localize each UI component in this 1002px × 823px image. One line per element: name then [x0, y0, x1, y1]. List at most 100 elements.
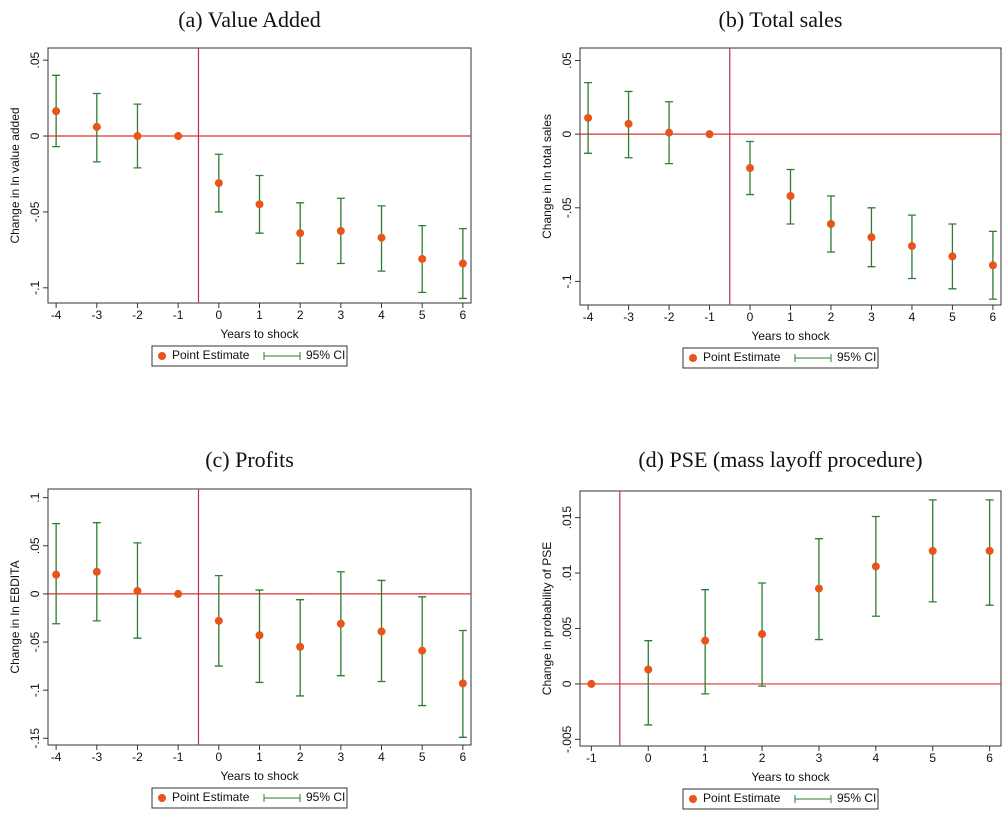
legend-label: Point Estimate [172, 790, 250, 804]
x-tick-label: 1 [256, 308, 263, 322]
x-tick-label: 0 [645, 751, 652, 765]
legend-label: 95% CI [306, 348, 345, 362]
y-tick-label: .05 [28, 51, 42, 68]
x-tick-label: -3 [623, 310, 634, 324]
x-tick-label: -4 [51, 308, 62, 322]
y-tick-label: 0 [560, 131, 574, 138]
legend-box [151, 787, 348, 809]
point-estimate [624, 119, 633, 128]
point-estimate [214, 179, 223, 188]
y-tick-label: -.15 [28, 728, 42, 749]
y-tick-label: .015 [560, 506, 574, 530]
point-estimate [988, 261, 997, 270]
point-estimate [871, 562, 880, 571]
x-axis-label: Years to shock [751, 770, 830, 784]
x-tick-label: 4 [909, 310, 916, 324]
y-axis-label: Change in probability of PSE [540, 542, 554, 695]
y-axis-label: Change in ln value added [8, 107, 22, 243]
y-tick-label: .01 [560, 564, 574, 581]
x-tick-label: -2 [132, 750, 143, 764]
x-tick-label: 4 [872, 751, 879, 765]
legend-marker [689, 354, 697, 362]
x-tick-label: 6 [460, 308, 467, 322]
x-axis-label: Years to shock [751, 329, 830, 343]
point-estimate [458, 679, 467, 688]
y-axis-label: Change in ln EBDITA [8, 560, 22, 673]
plot-frame [579, 490, 1002, 747]
x-tick-label: 5 [929, 751, 936, 765]
point-estimate [948, 252, 957, 261]
point-estimate [174, 132, 183, 141]
legend-marker [263, 352, 301, 360]
panel-title: (d) PSE (mass layoff procedure) [638, 447, 922, 472]
y-tick-label: -.1 [28, 683, 42, 697]
x-tick-label: -2 [664, 310, 675, 324]
point-estimate [296, 642, 305, 651]
y-tick-label: -.1 [560, 274, 574, 288]
point-estimate [867, 233, 876, 242]
x-tick-label: 0 [215, 308, 222, 322]
x-tick-label: -3 [91, 308, 102, 322]
point-estimate [644, 665, 653, 674]
point-estimate [458, 259, 467, 268]
x-tick-label: 3 [868, 310, 875, 324]
x-tick-label: 5 [949, 310, 956, 324]
panel: (d) PSE (mass layoff procedure) .015 .01 .0… [540, 447, 1002, 810]
y-tick-label: -.05 [28, 201, 42, 222]
panel: (a) Value Added .05 0 -.05 -.1 -4 -3 -2 -1 0 1 2 3 4 5… [8, 7, 472, 367]
x-tick-label: 1 [702, 751, 709, 765]
point-estimate [296, 229, 305, 238]
point-estimate [758, 630, 767, 639]
y-tick-label: -.1 [28, 280, 42, 294]
point-estimate [52, 107, 61, 116]
point-estimate [133, 587, 142, 596]
ci-bar [644, 640, 653, 726]
x-tick-label: -1 [173, 750, 184, 764]
x-tick-label: 3 [338, 750, 345, 764]
point-estimate [814, 584, 823, 593]
legend-marker [689, 795, 697, 803]
x-axis-label: Years to shock [220, 327, 299, 341]
legend-box [151, 345, 348, 367]
point-estimate [786, 192, 795, 201]
panel: (c) Profits .1 .05 0 -.05 -.1 -.15 -4 -3 -2 -1 0 1 2 3… [8, 447, 472, 809]
legend-box [682, 788, 879, 810]
legend-label: 95% CI [837, 350, 876, 364]
panel-title: (a) Value Added [178, 7, 321, 32]
legend-label: 95% CI [837, 791, 876, 805]
x-tick-label: 2 [297, 750, 304, 764]
y-tick-label: .1 [28, 492, 42, 502]
point-estimate [746, 164, 755, 173]
x-axis-label: Years to shock [220, 769, 299, 783]
point-estimate [705, 130, 714, 139]
point-estimate [418, 254, 427, 263]
point-estimate [701, 636, 710, 645]
point-estimate [584, 113, 593, 122]
x-tick-label: 1 [256, 750, 263, 764]
x-tick-label: 0 [215, 750, 222, 764]
x-tick-label: 3 [816, 751, 823, 765]
x-tick-label: 4 [378, 750, 385, 764]
point-estimate [336, 619, 345, 628]
x-tick-label: -1 [173, 308, 184, 322]
point-estimate [826, 219, 835, 228]
x-tick-label: 0 [747, 310, 754, 324]
y-tick-label: -.05 [560, 197, 574, 218]
x-tick-label: 5 [419, 308, 426, 322]
point-estimate [928, 546, 937, 555]
point-estimate [377, 627, 386, 636]
x-tick-label: 4 [378, 308, 385, 322]
y-tick-label: .05 [560, 52, 574, 69]
panel-title: (b) Total sales [719, 7, 843, 32]
x-tick-label: 1 [787, 310, 794, 324]
x-tick-label: -4 [583, 310, 594, 324]
panel: (b) Total sales .05 0 -.05 -.1 -4 -3 -2 -1 0 1 2 3 4 5… [540, 7, 1002, 369]
panel-title: (c) Profits [205, 447, 294, 472]
x-tick-label: -4 [51, 750, 62, 764]
point-estimate [174, 589, 183, 598]
x-tick-label: 6 [990, 310, 997, 324]
point-estimate [336, 226, 345, 235]
y-tick-label: 0 [560, 680, 574, 687]
